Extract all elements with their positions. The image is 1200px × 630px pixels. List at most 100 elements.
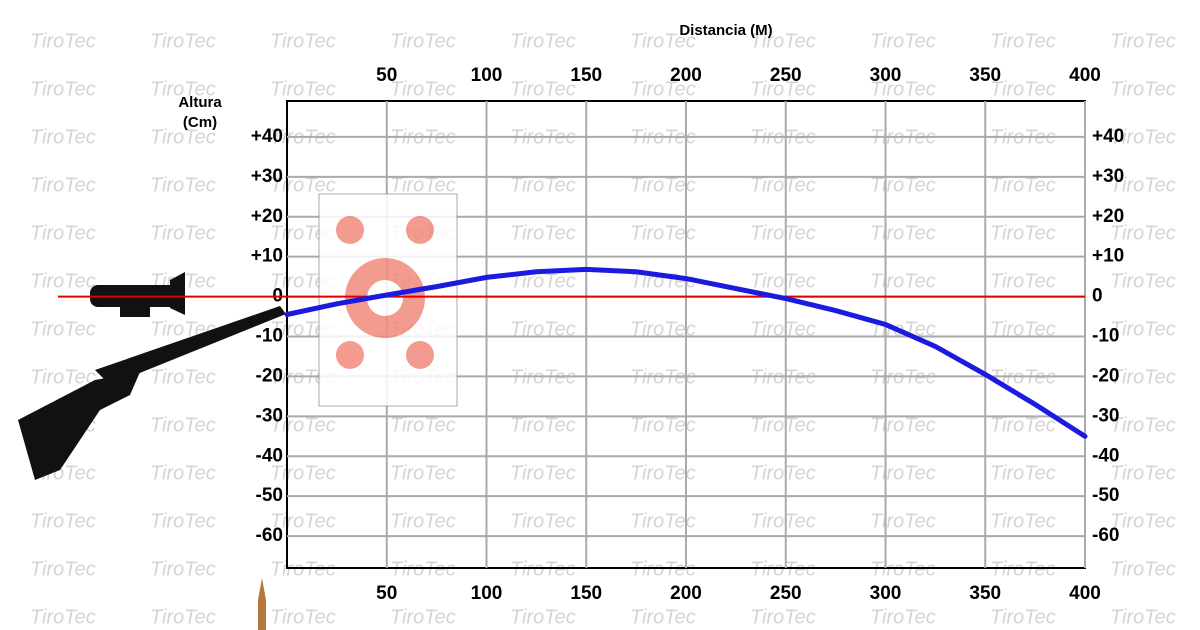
watermark-text: TiroTec	[1110, 414, 1176, 436]
trajectory-line	[284, 266, 1088, 439]
watermark-text: TiroTec	[870, 462, 936, 484]
barrel	[95, 306, 286, 385]
bullet	[258, 578, 266, 630]
watermark-text: TiroTec	[30, 78, 96, 100]
watermark-text: TiroTec	[150, 462, 216, 484]
watermark-text: TiroTec	[990, 318, 1056, 340]
x-tick-label: 50	[376, 65, 397, 86]
watermark-text: TiroTec	[30, 222, 96, 244]
x-tick-label: 250	[770, 583, 802, 604]
watermark-text: TiroTec	[630, 414, 696, 436]
watermark-text: TiroTec	[1110, 510, 1176, 532]
watermark-text: TiroTec	[510, 462, 576, 484]
watermark-text: TiroTec	[750, 558, 816, 580]
watermark-text: TiroTec	[630, 78, 696, 100]
watermark-text: TiroTec	[630, 462, 696, 484]
watermark-text: TiroTec	[630, 606, 696, 628]
y-tick-label: -40	[1092, 445, 1119, 466]
watermark-text: TiroTec	[630, 558, 696, 580]
x-tick-label: 100	[471, 65, 503, 86]
watermark-text: TiroTec	[390, 558, 456, 580]
watermark-text: TiroTec	[510, 270, 576, 292]
watermark-text: TiroTec	[510, 174, 576, 196]
watermark-text: TiroTec	[750, 414, 816, 436]
watermark-text: TiroTec	[150, 174, 216, 196]
watermark-text: TiroTec	[150, 366, 216, 388]
watermark-text: TiroTec	[990, 78, 1056, 100]
watermark-text: TiroTec	[270, 558, 336, 580]
watermark-text: TiroTec	[510, 510, 576, 532]
watermark-text: TiroTec	[150, 414, 216, 436]
watermark-text: TiroTec	[870, 414, 936, 436]
y-tick-label: -20	[1092, 365, 1119, 386]
watermark-text: TiroTec	[270, 30, 336, 52]
watermark-text: TiroTec	[750, 270, 816, 292]
y-tick-label: +20	[251, 206, 283, 227]
watermark-text: TiroTec	[1110, 222, 1176, 244]
x-tick-label: 300	[870, 583, 902, 604]
watermark-text: TiroTec	[870, 558, 936, 580]
watermark-text: TiroTec	[750, 174, 816, 196]
x-tick-label: 250	[770, 65, 802, 86]
watermark-text: TiroTec	[30, 510, 96, 532]
watermark-text: TiroTec	[1110, 174, 1176, 196]
watermark-text: TiroTec	[30, 270, 96, 292]
watermark-text: TiroTec	[150, 30, 216, 52]
watermark-text: TiroTec	[1110, 558, 1176, 580]
watermark-text: TiroTec	[270, 606, 336, 628]
y-tick-label: +10	[1092, 246, 1124, 267]
target-small	[406, 216, 434, 244]
watermark-text: TiroTec	[510, 414, 576, 436]
y-tick-label: +30	[1092, 166, 1124, 187]
watermark-text: TiroTec	[390, 462, 456, 484]
watermark-text: TiroTec	[990, 174, 1056, 196]
watermark-text: TiroTec	[1110, 366, 1176, 388]
x-tick-label: 400	[1069, 583, 1101, 604]
y-axis-label: Altura (Cm)	[178, 94, 222, 131]
watermark-text: TiroTec	[1110, 126, 1176, 148]
y-tick-label: -40	[256, 445, 283, 466]
x-tick-label: 200	[670, 583, 702, 604]
watermark-text: TiroTec	[1110, 270, 1176, 292]
y-tick-label: -10	[1092, 326, 1119, 347]
watermark-text: TiroTec	[750, 318, 816, 340]
watermark-text: TiroTec	[870, 222, 936, 244]
x-tick-label: 100	[471, 583, 503, 604]
watermark-text: TiroTec	[30, 318, 96, 340]
y-tick-label: -50	[256, 485, 283, 506]
y-tick-label: -30	[256, 405, 283, 426]
watermark-text: TiroTec	[150, 606, 216, 628]
y-tick-label: +40	[251, 126, 283, 147]
watermark-text: TiroTec	[510, 318, 576, 340]
y-tick-label: 0	[1092, 286, 1103, 307]
x-tick-label: 150	[570, 65, 602, 86]
y-tick-label: +40	[1092, 126, 1124, 147]
watermark-text: TiroTec	[150, 126, 216, 148]
rifle	[18, 272, 286, 480]
x-tick-label: 200	[670, 65, 702, 86]
watermark-text: TiroTec	[990, 558, 1056, 580]
watermark-text: TiroTec	[510, 558, 576, 580]
x-tick-label: 300	[870, 65, 902, 86]
watermark-text: TiroTec	[630, 174, 696, 196]
watermark-text: TiroTec	[30, 606, 96, 628]
watermark-text: TiroTec	[750, 606, 816, 628]
watermark-text: TiroTec	[150, 222, 216, 244]
target-small	[336, 216, 364, 244]
y-tick-label: -60	[256, 525, 283, 546]
watermark-text: TiroTec	[390, 78, 456, 100]
x-tick-label: 350	[969, 583, 1001, 604]
y-tick-label: +20	[1092, 206, 1124, 227]
watermark-text: TiroTec	[630, 30, 696, 52]
x-tick-label: 50	[376, 583, 397, 604]
grid	[287, 101, 1086, 568]
watermark-text: TiroTec	[30, 558, 96, 580]
watermark-text: TiroTec	[870, 510, 936, 532]
y-tick-label: +10	[251, 246, 283, 267]
x-axis-label: Distancia (M)	[679, 22, 772, 39]
watermark-text: TiroTec	[750, 78, 816, 100]
watermark-text: TiroTec	[30, 174, 96, 196]
y-tick-label: -30	[1092, 405, 1119, 426]
watermark-text: TiroTec	[750, 222, 816, 244]
